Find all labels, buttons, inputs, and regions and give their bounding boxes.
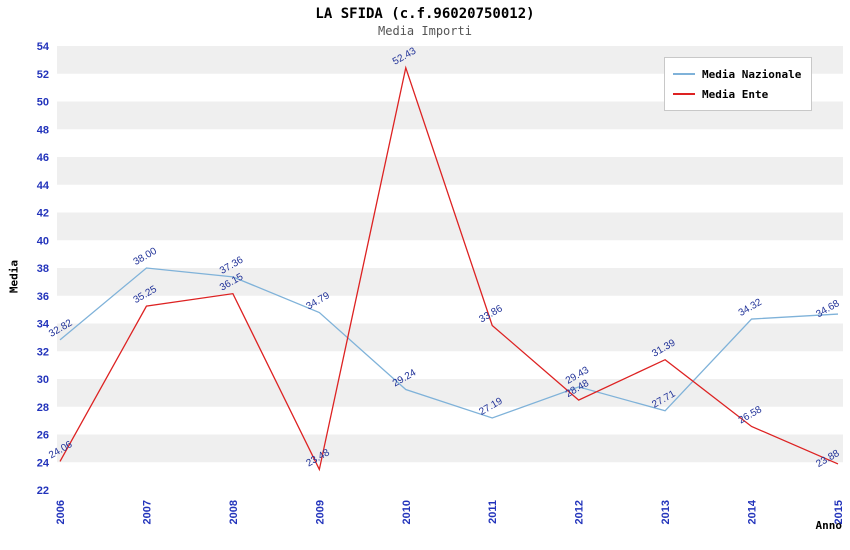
x-tick-label: 2010	[401, 500, 413, 524]
y-tick-label: 40	[37, 235, 49, 247]
legend-label: Media Nazionale	[702, 67, 802, 81]
x-axis-title: Anno	[815, 519, 843, 532]
x-tick-label: 2008	[228, 500, 240, 524]
grid-band	[57, 295, 843, 324]
grid-band	[57, 351, 843, 379]
grid-band	[57, 157, 843, 185]
y-tick-label: 32	[37, 346, 49, 358]
series-line-media-nazionale	[59, 267, 839, 419]
grid-band	[57, 323, 843, 352]
grid-band	[57, 268, 843, 296]
y-tick-label: 44	[37, 180, 50, 192]
y-tick-label: 24	[37, 457, 50, 469]
x-tick-label: 2006	[55, 500, 67, 524]
x-tick-label: 2009	[314, 500, 326, 524]
x-tick-label: 2012	[574, 500, 586, 524]
legend-line-swatch	[673, 73, 695, 75]
y-tick-label: 38	[37, 263, 49, 275]
y-axis-tick-labels: 22 24 26 28 30 32 34 36 38 40 42 44 46 48 50 52 54	[37, 41, 50, 497]
y-tick-label: 26	[37, 430, 49, 442]
grid-band	[57, 434, 843, 463]
legend-label: Media Ente	[702, 87, 769, 101]
y-tick-label: 48	[37, 124, 49, 136]
y-tick-label: 28	[37, 402, 49, 414]
grid-band	[57, 406, 843, 435]
series-lines	[59, 65, 839, 472]
grid-band	[57, 379, 843, 407]
grid-bands	[57, 46, 843, 490]
grid-band	[57, 462, 843, 490]
x-tick-label: 2011	[487, 500, 499, 524]
x-tick-label: 2007	[141, 500, 153, 524]
y-tick-label: 22	[37, 485, 49, 497]
x-tick-label: 2013	[660, 500, 672, 524]
series-line-media-ente	[59, 65, 839, 472]
y-tick-label: 50	[37, 97, 49, 109]
legend: Media Nazionale Media Ente	[664, 57, 813, 111]
y-tick-label: 34	[37, 319, 50, 331]
y-tick-label: 30	[37, 374, 49, 386]
chart-subtitle: Media Importi	[378, 24, 472, 38]
x-tick-label: 2015	[833, 500, 845, 524]
y-tick-label: 52	[37, 69, 49, 81]
grid-band	[57, 129, 843, 157]
y-tick-label: 54	[37, 41, 50, 53]
legend-item-media-ente: Media Ente	[673, 84, 801, 104]
x-axis-tick-labels: 2006 2007 2008 2009 2010 2011 2012 2013 2014 2015	[55, 499, 845, 524]
chart-title: LA SFIDA (c.f.96020750012)	[315, 6, 535, 22]
x-tick-label: 2014	[747, 499, 759, 524]
legend-item-media-nazionale: Media Nazionale	[673, 64, 801, 84]
grid-band	[57, 212, 843, 241]
grid-band	[57, 240, 843, 268]
y-tick-label: 36	[37, 291, 49, 303]
y-tick-label: 42	[37, 208, 49, 220]
y-tick-label: 46	[37, 152, 49, 164]
legend-line-swatch	[673, 93, 695, 95]
y-axis-title: Media	[7, 259, 21, 294]
